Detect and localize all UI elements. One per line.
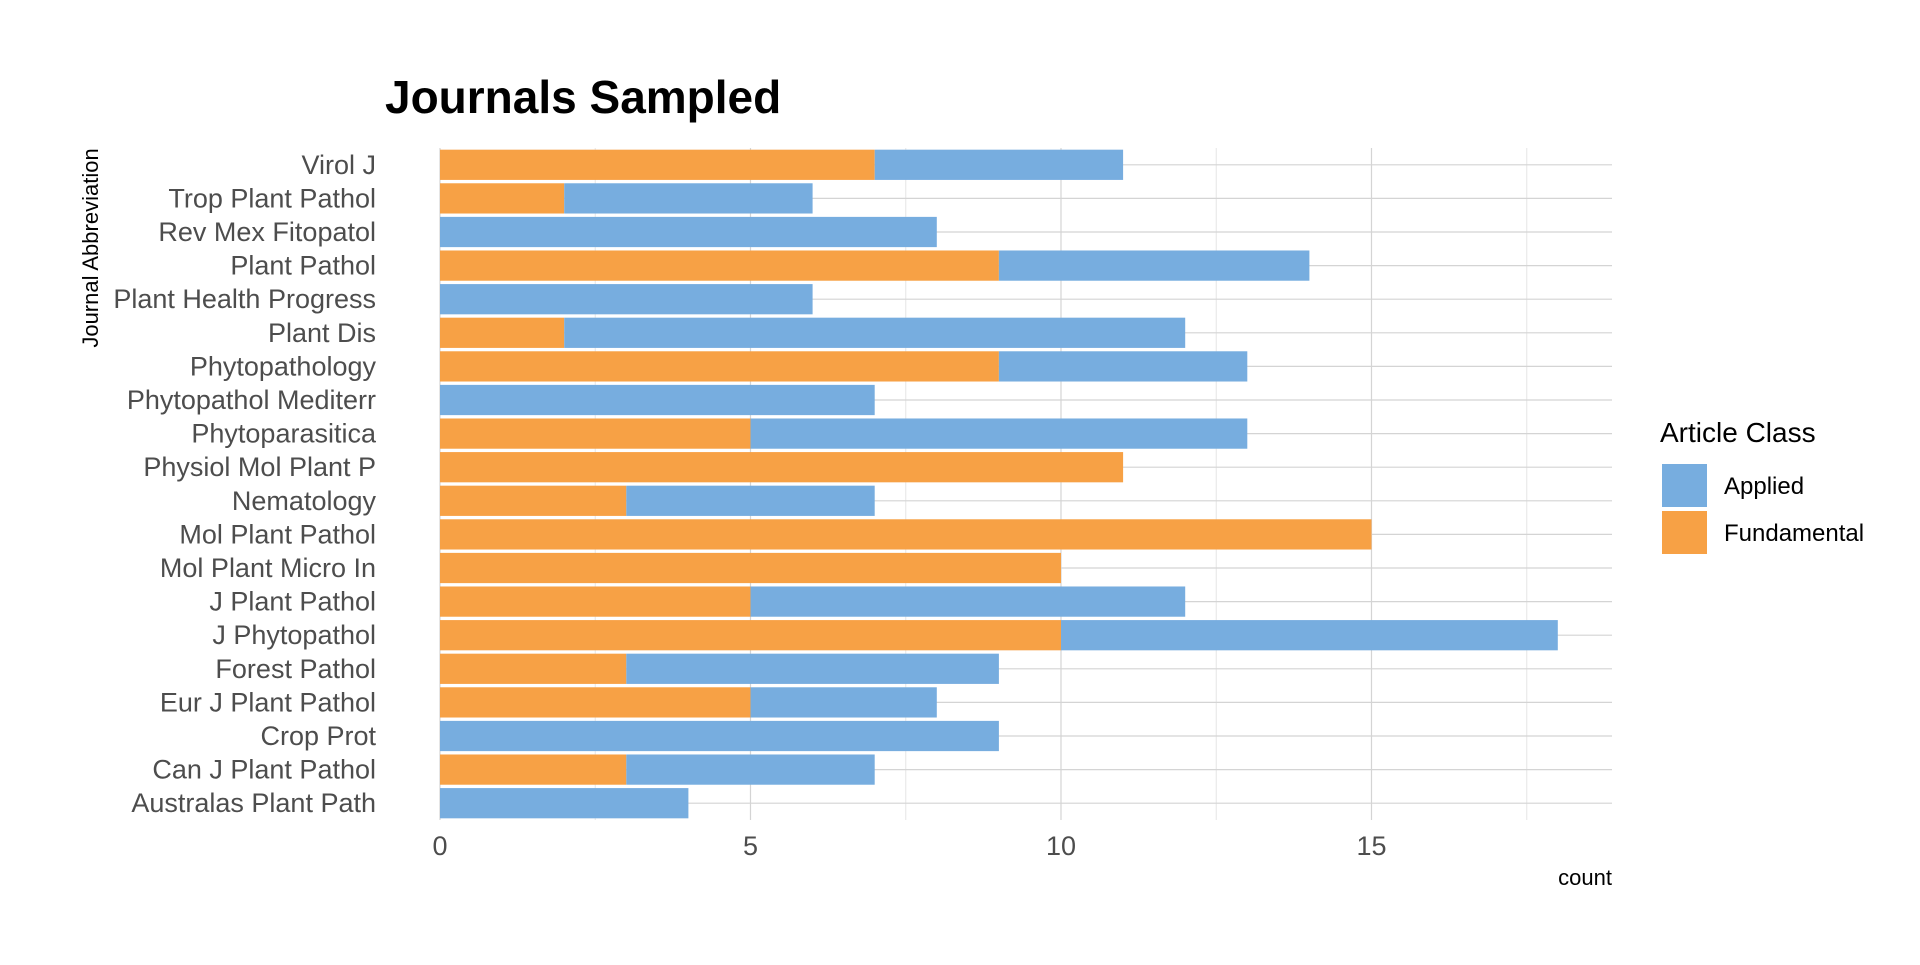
bar-applied: [440, 284, 813, 315]
bar-fundamental: [440, 149, 875, 180]
x-tick-label: 0: [432, 831, 447, 861]
bar-fundamental: [440, 653, 627, 684]
y-tick-label: Mol Plant Micro In: [160, 553, 376, 583]
bar-applied: [440, 384, 875, 416]
bar-applied: [564, 317, 1186, 348]
y-tick-label: Plant Pathol: [230, 251, 376, 281]
x-tick-label: 5: [743, 831, 758, 861]
bar-fundamental: [440, 687, 751, 718]
bar-applied: [750, 418, 1248, 449]
y-axis-title: Journal Abbreviation: [78, 148, 103, 347]
y-tick-label: Rev Mex Fitopatol: [158, 217, 376, 247]
x-tick-label: 10: [1046, 831, 1076, 861]
y-tick-label: Trop Plant Pathol: [168, 183, 376, 213]
y-tick-label: Virol J: [301, 150, 376, 180]
legend-swatch-applied: [1662, 464, 1707, 507]
bar-fundamental: [440, 586, 751, 617]
bar-applied: [998, 250, 1310, 281]
y-tick-label: Eur J Plant Pathol: [160, 687, 376, 717]
y-tick-label: J Plant Pathol: [209, 587, 376, 617]
legend-swatch-fundamental: [1662, 511, 1707, 554]
legend-label-applied: Applied: [1724, 473, 1804, 500]
bar-applied: [626, 485, 875, 516]
grid-layer: [439, 148, 1612, 820]
bar-applied: [440, 720, 999, 752]
bar-fundamental: [440, 552, 1061, 584]
bar-applied: [440, 788, 689, 819]
bar-fundamental: [440, 250, 999, 281]
bar-fundamental: [440, 317, 565, 348]
legend-label-fundamental: Fundamental: [1724, 520, 1864, 547]
y-tick-label: Mol Plant Pathol: [179, 519, 376, 549]
y-tick-label: Australas Plant Path: [131, 788, 376, 818]
legend-title: Article Class: [1660, 417, 1816, 448]
bar-fundamental: [440, 620, 1061, 651]
bar-applied: [998, 351, 1248, 382]
y-tick-label: Phytopathol Mediterr: [127, 385, 376, 415]
y-tick-label: Forest Pathol: [215, 654, 376, 684]
bar-fundamental: [440, 519, 1372, 550]
y-tick-label: Crop Prot: [260, 721, 376, 751]
bar-fundamental: [440, 485, 627, 516]
bar-applied: [750, 586, 1186, 617]
x-axis-title: count: [1558, 865, 1612, 890]
y-tick-label: Phytopathology: [190, 351, 377, 381]
chart-title: Journals Sampled: [385, 71, 781, 123]
bar-fundamental: [440, 418, 751, 449]
y-tick-label: Physiol Mol Plant P: [143, 452, 376, 482]
x-tick-labels: 0 5 10 15: [432, 831, 1386, 861]
bar-applied: [750, 687, 937, 718]
bar-applied: [874, 149, 1124, 180]
bar-applied: [626, 754, 875, 785]
bar-applied: [1061, 620, 1558, 651]
y-tick-label: Nematology: [232, 486, 377, 516]
legend: Article Class Applied Fundamental: [1660, 417, 1864, 554]
bar-fundamental: [440, 351, 999, 382]
bar-applied: [626, 653, 999, 684]
x-tick-label: 15: [1356, 831, 1386, 861]
y-tick-label: Phytoparasitica: [191, 419, 377, 449]
bar-applied: [440, 216, 937, 248]
y-tick-label: J Phytopathol: [212, 620, 376, 650]
bar-fundamental: [440, 452, 1124, 483]
bar-fundamental: [440, 183, 565, 214]
bar-applied: [564, 183, 813, 214]
bars-layer: [440, 149, 1558, 819]
y-tick-label: Can J Plant Pathol: [152, 755, 376, 785]
bar-fundamental: [440, 754, 627, 785]
y-tick-label: Plant Dis: [268, 318, 376, 348]
y-tick-label: Plant Health Progress: [113, 284, 376, 314]
